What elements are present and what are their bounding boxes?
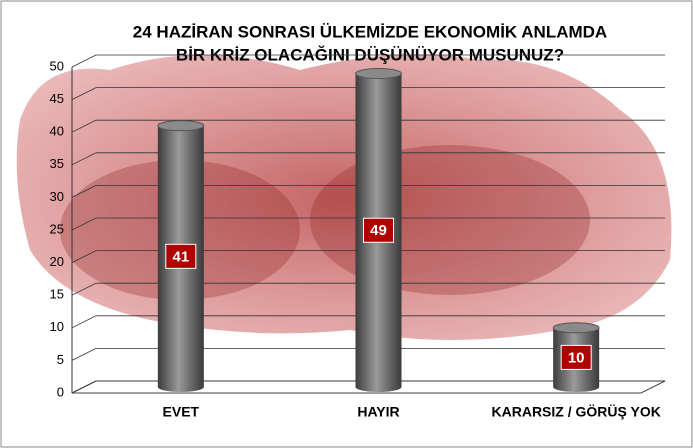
y-tick-label: 50	[50, 58, 64, 73]
y-tick-label: 0	[57, 384, 64, 399]
value-label-box	[363, 217, 394, 243]
grid-line	[71, 184, 665, 198]
bar-top	[355, 68, 402, 80]
grid-line	[71, 347, 665, 361]
grid-line	[71, 250, 665, 263]
y-tick-label: 5	[57, 352, 64, 367]
grid-line	[71, 217, 665, 231]
grid-line	[71, 54, 665, 68]
grid-line	[71, 282, 665, 296]
grid-line	[71, 152, 665, 166]
background-map	[16, 54, 672, 340]
x-tick-label: EVET	[163, 404, 200, 420]
y-tick-label: 35	[50, 156, 64, 171]
value-label: 10	[568, 349, 585, 366]
y-tick-label: 30	[50, 189, 64, 204]
bar-top	[552, 322, 600, 334]
y-tick-label: 20	[50, 254, 64, 269]
value-label-box	[560, 344, 592, 370]
bar-top	[157, 120, 205, 132]
y-tick-label: 10	[50, 319, 64, 334]
y-tick-label: 15	[50, 287, 64, 302]
value-label: 49	[370, 222, 387, 239]
y-tick-label: 45	[50, 91, 64, 106]
grid-line	[71, 380, 665, 394]
x-tick-label: HAYIR	[357, 404, 399, 420]
y-tick-label: 40	[50, 124, 64, 139]
grid-line	[71, 315, 665, 329]
grid-line	[71, 119, 665, 133]
value-label: 41	[172, 248, 189, 265]
y-tick-label: 25	[50, 221, 64, 236]
value-label-box	[165, 243, 197, 269]
grid-line	[71, 87, 665, 100]
x-tick-label: KARARSIZ / GÖRÜŞ YOK	[492, 404, 661, 420]
plot-area: 0 5 10 15 20 25 30 35 40 45 50 EVET 41 HAYIR 49 KARARSI…	[50, 54, 666, 420]
chart-title: 24 HAZİRAN SONRASI ÜLKEMİZDE EKONOMİK AN…	[133, 22, 607, 41]
